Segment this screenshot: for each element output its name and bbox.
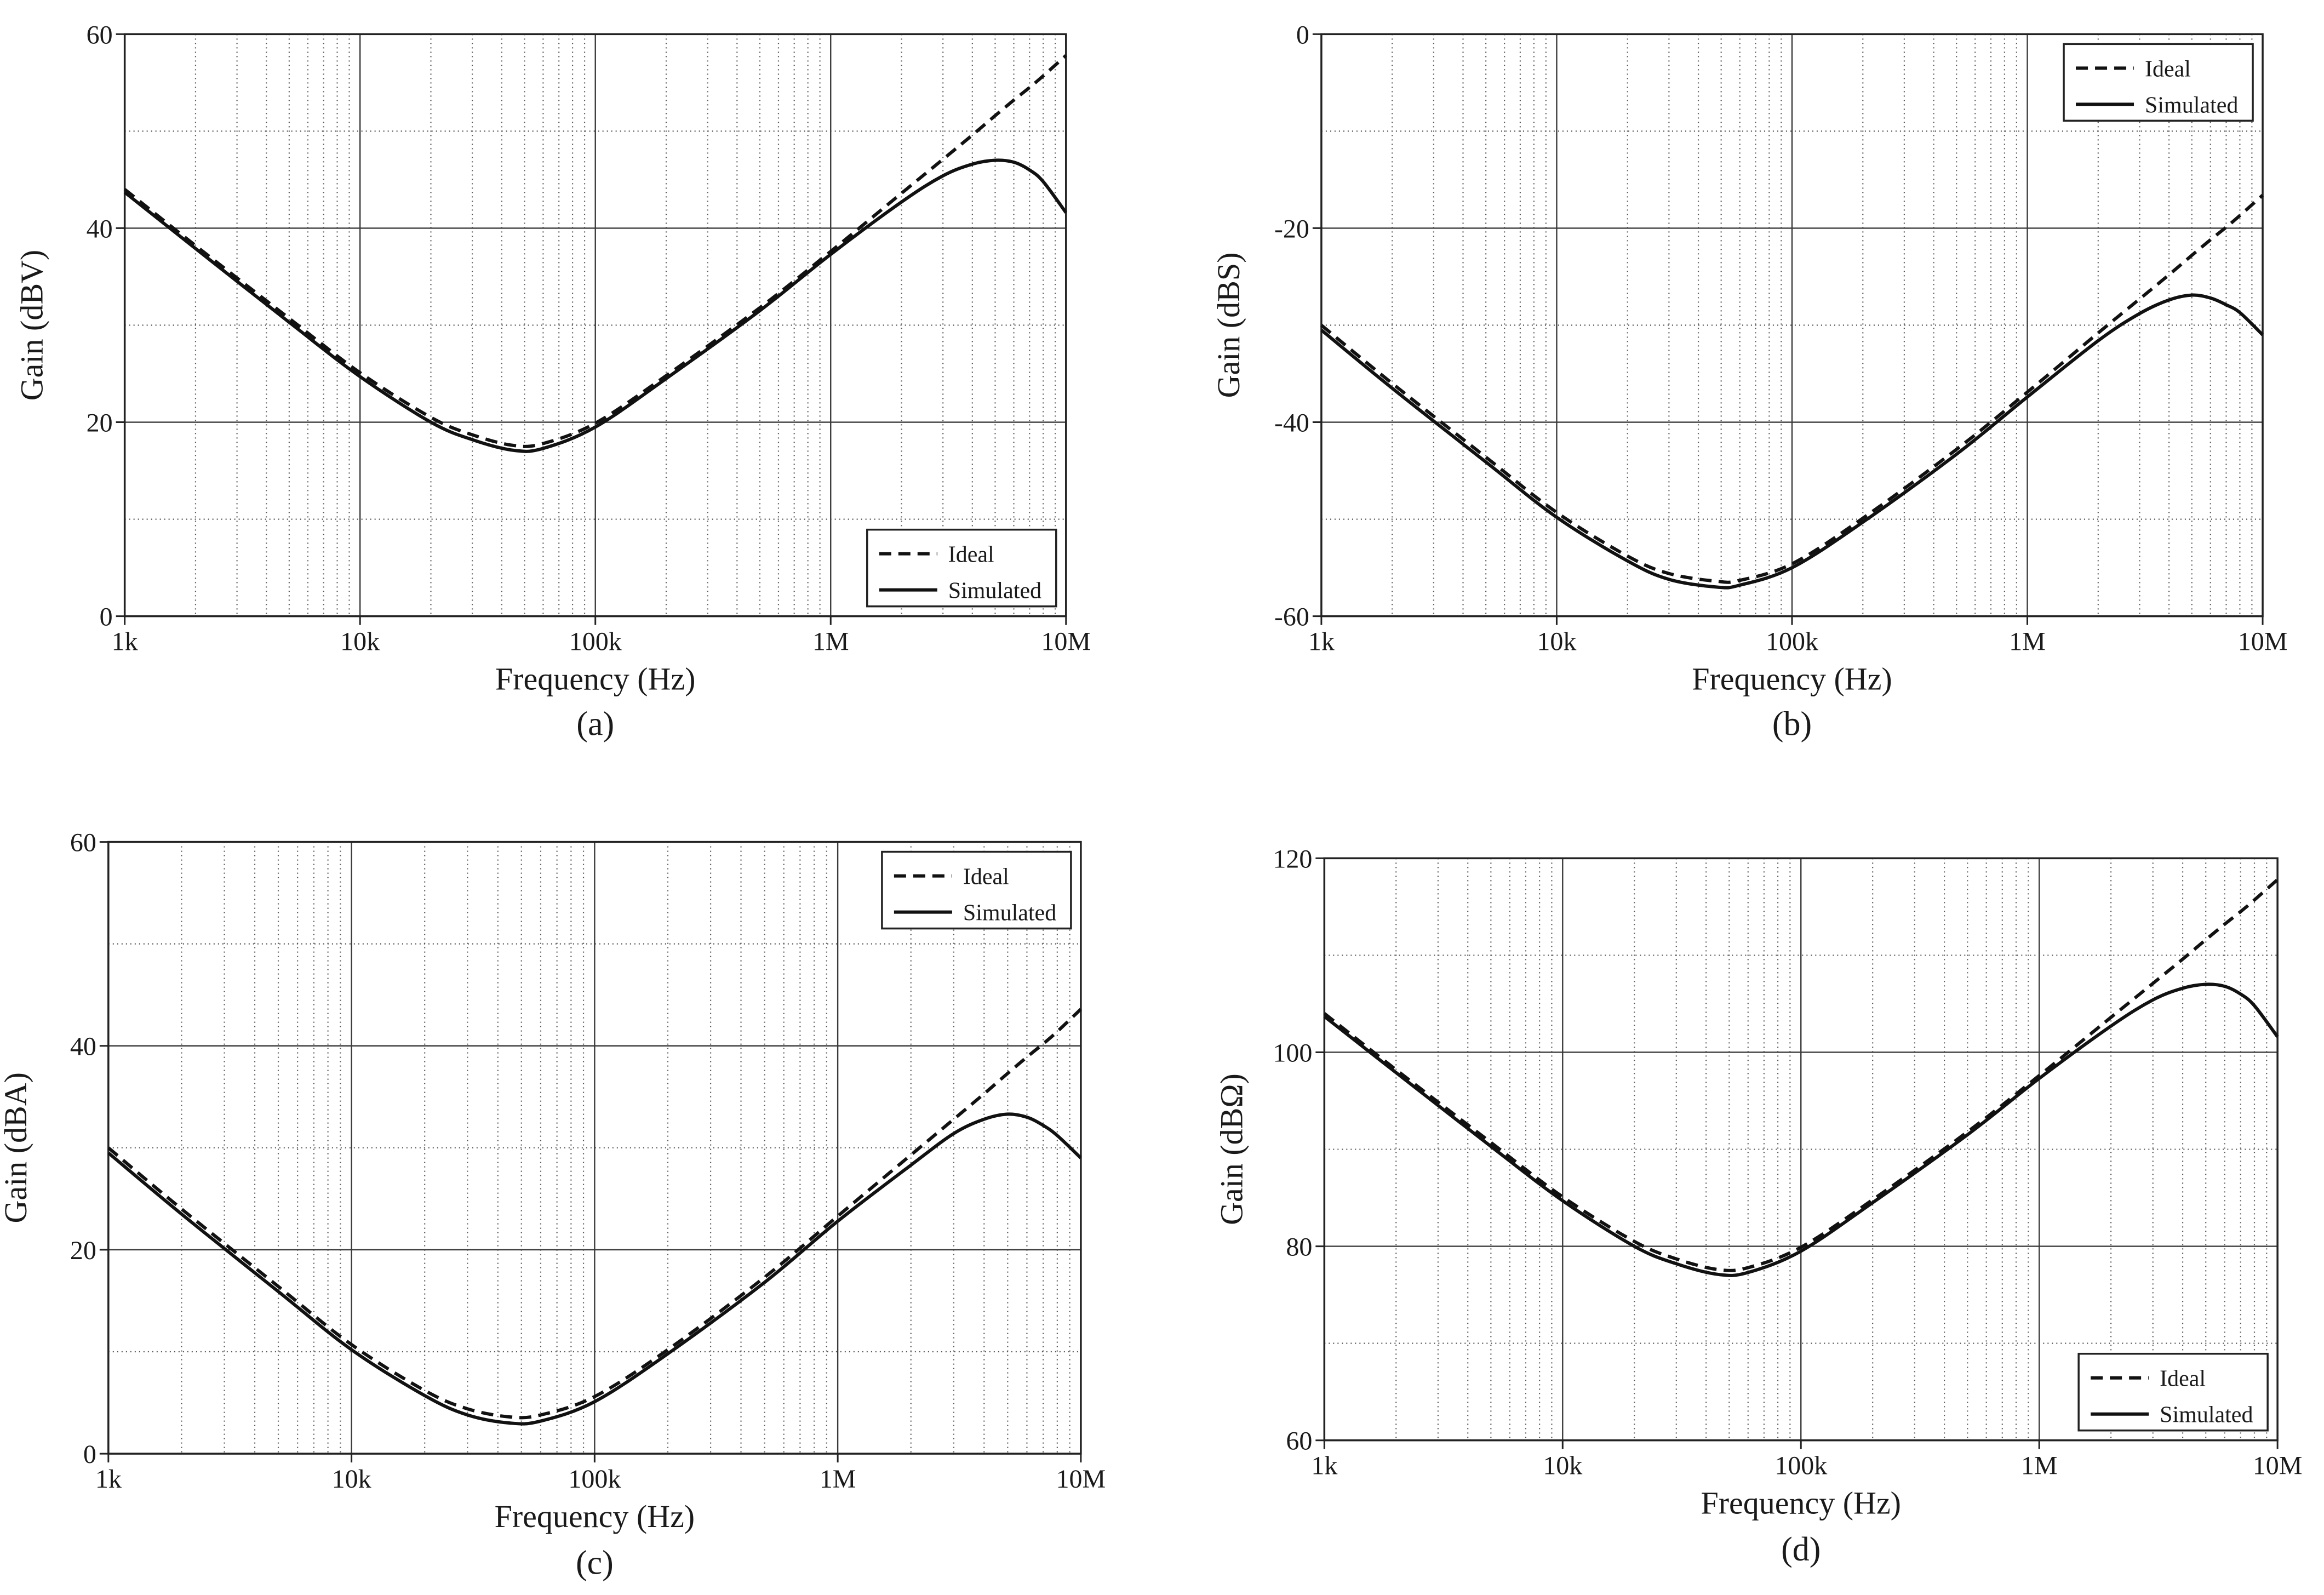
legend-box (2063, 43, 2254, 122)
legend-box (2077, 1352, 2269, 1432)
legend-label-ideal: Ideal (948, 542, 994, 568)
x-axis-label: Frequency (Hz) (495, 661, 696, 697)
y-tick-label: 40 (87, 214, 113, 243)
x-tick-label: 1M (2021, 1451, 2058, 1480)
panel-a: 1k 10k 100k 1M 10M 0 20 40 60 Frequency (Hz) Gain … (14, 20, 1091, 742)
y-tick-label: 60 (87, 20, 113, 49)
legend-label-ideal: Ideal (2160, 1367, 2206, 1392)
panel-label: (a) (576, 705, 614, 742)
x-tick-label: 10M (2238, 627, 2288, 656)
y-tick-label: 120 (1273, 844, 1312, 873)
y-axis-label: Gain (dBV) (14, 250, 50, 401)
x-tick-label: 10M (2253, 1451, 2303, 1480)
series-line-ideal (1320, 194, 2264, 584)
y-tick-label: 100 (1273, 1038, 1312, 1067)
y-tick-label: -60 (1274, 603, 1309, 632)
x-tick-label: 1M (820, 1465, 856, 1494)
legend-label-ideal: Ideal (963, 865, 1009, 890)
y-tick-label: -40 (1274, 409, 1309, 438)
y-tick-label: 60 (1286, 1427, 1312, 1456)
y-axis-label: Gain (dBΩ) (1213, 1073, 1249, 1225)
x-tick-label: 1k (95, 1465, 122, 1494)
x-tick-label: 100k (568, 1465, 621, 1494)
x-tick-label: 1k (112, 627, 138, 656)
y-axis-label: Gain (dBA) (0, 1072, 33, 1223)
y-tick-label: -20 (1274, 214, 1309, 243)
legend-box (866, 528, 1057, 608)
y-tick-label: 60 (70, 828, 96, 857)
series-line-simulated (1323, 982, 2279, 1277)
x-tick-label: 10M (1041, 627, 1091, 656)
y-tick-label: 20 (70, 1236, 96, 1265)
x-tick-label: 10M (1056, 1465, 1106, 1494)
x-axis-label: Frequency (Hz) (1701, 1485, 1901, 1521)
series-line-ideal (123, 54, 1067, 448)
legend-label-simulated: Simulated (2145, 93, 2238, 118)
panel-c: 1k 10k 100k 1M 10M 0 20 40 60 Frequency (Hz) Gain … (0, 828, 1106, 1582)
legend-label-ideal: Ideal (2145, 56, 2191, 82)
x-tick-label: 1M (812, 627, 849, 656)
x-tick-label: 10k (340, 627, 380, 656)
x-tick-label: 100k (1766, 627, 1818, 656)
x-tick-label: 1k (1308, 627, 1335, 656)
legend-label-simulated: Simulated (963, 901, 1056, 926)
x-tick-label: 100k (1775, 1451, 1827, 1480)
x-tick-label: 10k (1537, 627, 1576, 656)
y-tick-label: 40 (70, 1032, 96, 1061)
x-axis-label: Frequency (Hz) (495, 1499, 695, 1534)
panel-label: (c) (576, 1545, 614, 1582)
x-axis-label: Frequency (Hz) (1692, 661, 1892, 697)
panel-d: 1k 10k 100k 1M 10M 60 80 100 120 Frequency (Hz) Ga… (1213, 844, 2302, 1568)
y-tick-label: 20 (87, 409, 113, 438)
x-tick-label: 1M (2009, 627, 2046, 656)
x-tick-label: 100k (569, 627, 622, 656)
series-line-simulated (123, 158, 1068, 453)
legend-box (881, 850, 1072, 930)
x-tick-label: 10k (332, 1465, 371, 1494)
series-line-simulated (1320, 293, 2264, 590)
series-line-simulated (107, 1112, 1082, 1426)
y-tick-label: 0 (83, 1440, 96, 1469)
legend-label-simulated: Simulated (948, 579, 1041, 604)
series-line-ideal (107, 1008, 1082, 1420)
x-tick-label: 1k (1311, 1451, 1337, 1480)
y-tick-label: 80 (1286, 1233, 1312, 1262)
panel-label: (d) (1781, 1531, 1821, 1568)
legend-label-simulated: Simulated (2160, 1403, 2253, 1428)
panel-label: (b) (1772, 705, 1812, 742)
y-tick-label: 0 (100, 603, 113, 632)
series-line-ideal (1323, 878, 2279, 1272)
x-tick-label: 10k (1543, 1451, 1582, 1480)
y-tick-label: 0 (1296, 20, 1309, 49)
plot-frame (123, 33, 1067, 618)
y-axis-label: Gain (dBS) (1211, 253, 1246, 398)
panel-b: 1k 10k 100k 1M 10M -60 -40 -20 0 Frequency (Hz) Ga… (1211, 20, 2287, 742)
